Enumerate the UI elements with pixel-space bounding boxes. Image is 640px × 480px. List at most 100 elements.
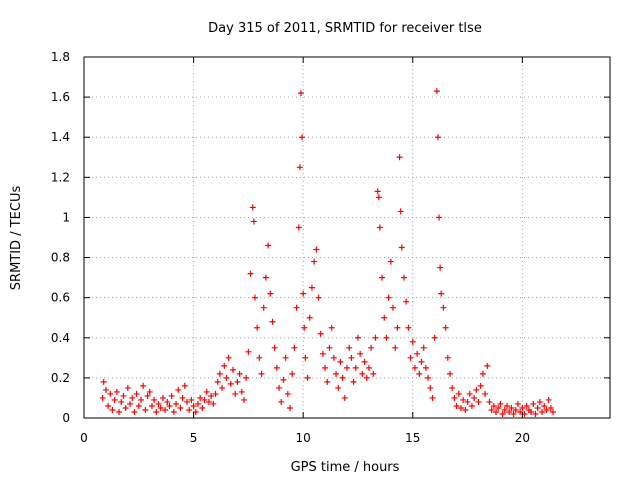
data-point	[287, 404, 294, 411]
data-point	[137, 396, 144, 403]
data-point	[403, 298, 410, 305]
data-point	[227, 380, 234, 387]
data-point	[543, 406, 550, 413]
y-tick-label: 1.8	[51, 50, 70, 64]
data-point	[299, 134, 306, 141]
data-point	[333, 370, 340, 377]
data-point	[113, 388, 120, 395]
data-point	[208, 392, 215, 399]
data-point	[425, 374, 432, 381]
data-point	[122, 404, 129, 411]
grid-lines	[84, 57, 610, 418]
data-point	[306, 314, 313, 321]
data-point	[105, 402, 112, 409]
data-point	[164, 398, 171, 405]
data-point	[116, 408, 123, 415]
data-point	[427, 384, 434, 391]
data-point	[379, 274, 386, 281]
data-point	[278, 398, 285, 405]
data-point	[280, 376, 287, 383]
data-point	[324, 378, 331, 385]
data-point	[118, 398, 125, 405]
data-point	[247, 270, 254, 277]
data-point	[186, 406, 193, 413]
data-point	[120, 392, 127, 399]
data-point	[127, 400, 134, 407]
x-tick-label: 10	[296, 431, 311, 445]
data-point	[265, 242, 272, 249]
data-point	[532, 410, 539, 417]
data-point	[503, 402, 510, 409]
y-tick-label: 0	[62, 411, 70, 425]
data-point	[230, 366, 237, 373]
data-point	[295, 224, 302, 231]
data-point	[216, 370, 223, 377]
data-point	[392, 344, 399, 351]
data-point	[550, 408, 557, 415]
data-point	[517, 408, 524, 415]
data-point	[354, 334, 361, 341]
data-point	[238, 388, 245, 395]
data-point	[293, 304, 300, 311]
data-point	[455, 390, 462, 397]
data-point	[488, 406, 495, 413]
data-point	[146, 388, 153, 395]
data-point	[438, 290, 445, 297]
data-point	[337, 358, 344, 365]
data-point	[431, 334, 438, 341]
data-point	[422, 364, 429, 371]
data-point	[420, 344, 427, 351]
data-point	[302, 354, 309, 361]
data-point	[436, 214, 443, 221]
data-point	[142, 406, 149, 413]
data-point	[372, 334, 379, 341]
data-point	[471, 394, 478, 401]
data-point	[447, 370, 454, 377]
data-point	[482, 390, 489, 397]
data-point	[493, 408, 500, 415]
data-point	[442, 324, 449, 331]
data-point	[352, 364, 359, 371]
data-point	[159, 394, 166, 401]
data-point	[271, 344, 278, 351]
data-point	[221, 362, 228, 369]
data-point	[131, 408, 138, 415]
data-point	[394, 324, 401, 331]
data-point	[151, 396, 158, 403]
data-point	[359, 370, 366, 377]
data-point	[205, 398, 212, 405]
y-tick-label: 1.4	[51, 130, 70, 144]
data-point	[506, 408, 513, 415]
data-point	[243, 374, 250, 381]
data-point	[317, 330, 324, 337]
y-tick-label: 1	[62, 210, 70, 224]
data-point	[396, 154, 403, 161]
data-point	[199, 404, 206, 411]
data-point	[168, 392, 175, 399]
data-point	[328, 324, 335, 331]
data-point	[495, 404, 502, 411]
data-point	[390, 304, 397, 311]
data-point	[545, 396, 552, 403]
data-point	[411, 364, 418, 371]
data-point	[405, 324, 412, 331]
data-point	[155, 400, 162, 407]
data-point	[129, 394, 136, 401]
data-point	[192, 408, 199, 415]
data-point	[477, 382, 484, 389]
axis-ticks	[83, 56, 610, 419]
data-point	[346, 344, 353, 351]
data-point	[311, 258, 318, 265]
axis-tick-labels: 0 5 10 15 20 0 0.2 0.4 0.6 0.8 1 1.2 1.4 1.6 1.8	[51, 50, 530, 445]
data-point	[530, 400, 537, 407]
data-point	[484, 362, 491, 369]
data-point	[375, 194, 382, 201]
data-point	[133, 390, 140, 397]
data-point	[184, 398, 191, 405]
data-point	[319, 350, 326, 357]
data-point	[514, 400, 521, 407]
data-point	[223, 374, 230, 381]
data-point	[468, 402, 475, 409]
data-point	[236, 370, 243, 377]
